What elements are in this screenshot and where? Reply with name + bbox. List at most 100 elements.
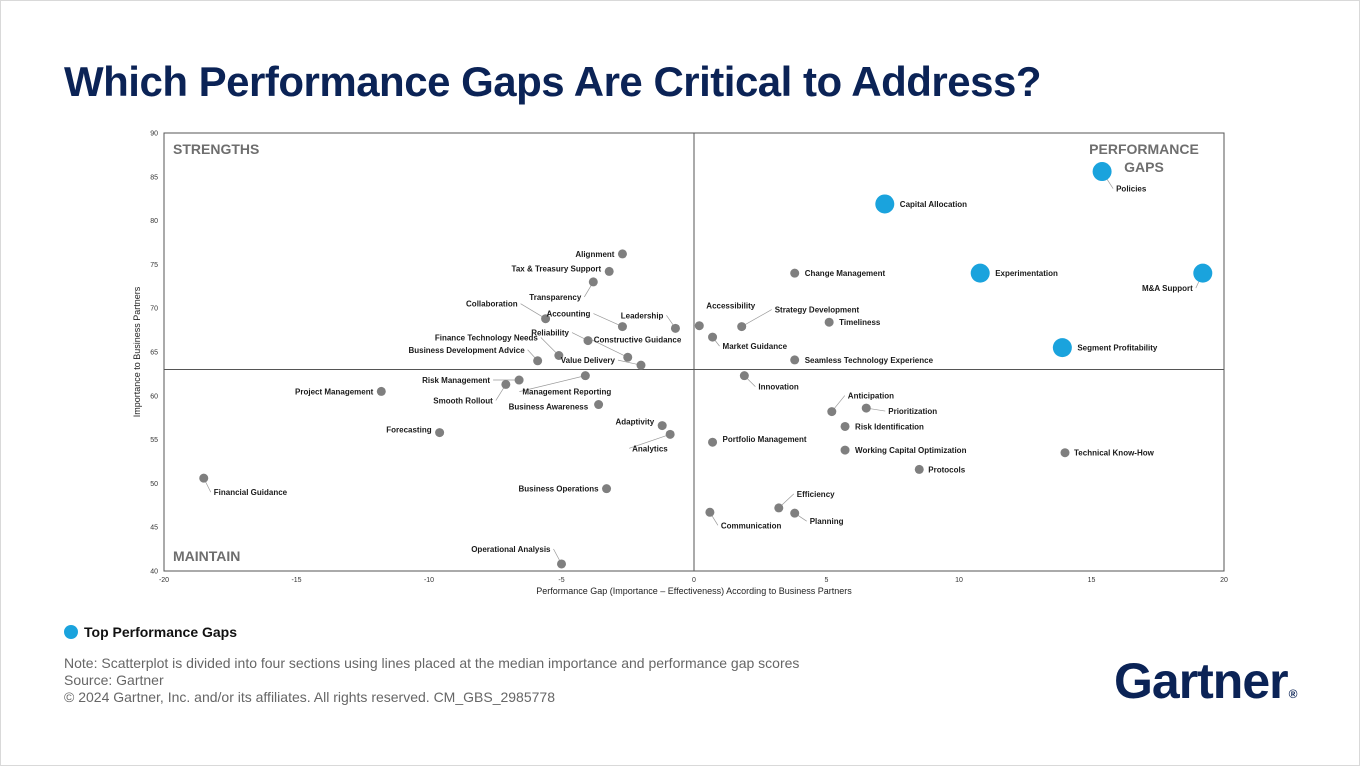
point-label: Experimentation: [995, 269, 1058, 278]
data-point: [1060, 448, 1070, 458]
point-label: Planning: [810, 517, 844, 526]
point-label: Efficiency: [797, 490, 835, 499]
point-label: Portfolio Management: [723, 435, 807, 444]
data-point: [533, 356, 543, 366]
data-point: [708, 332, 718, 342]
point-label: Constructive Guidance: [594, 335, 682, 344]
point-label: Analytics: [632, 444, 668, 453]
x-tick-label: -10: [424, 577, 434, 584]
y-tick-label: 70: [150, 306, 158, 313]
data-point: [617, 322, 627, 332]
point-label: Management Reporting: [522, 388, 611, 397]
data-point: [514, 375, 524, 385]
point-label: Business Awareness: [509, 403, 589, 412]
y-tick-label: 40: [150, 569, 158, 576]
data-point: [739, 371, 749, 381]
point-label: Collaboration: [466, 300, 518, 309]
data-point: [557, 559, 566, 569]
point-label: Timeliness: [839, 318, 881, 327]
point-label: Working Capital Optimization: [855, 446, 967, 455]
leader-line: [590, 338, 628, 358]
y-axis-label: Importance to Business Partners: [132, 286, 142, 417]
data-point: [554, 351, 564, 361]
point-label: Adaptivity: [616, 418, 655, 427]
y-tick-label: 90: [150, 131, 158, 138]
quadrant-label-maintain: MAINTAIN: [173, 548, 240, 564]
data-point: [623, 352, 633, 362]
point-label: Finance Technology Needs: [435, 334, 539, 343]
top-gap-point: [875, 194, 895, 214]
logo-wordmark: Gartner: [1114, 653, 1289, 709]
point-label: Market Guidance: [723, 342, 788, 351]
point-label: Strategy Development: [775, 306, 860, 315]
y-tick-label: 85: [150, 174, 158, 181]
x-axis-label: Performance Gap (Importance – Effectiven…: [536, 586, 852, 596]
legend-marker: [64, 625, 78, 639]
x-tick-label: 15: [1088, 577, 1096, 584]
data-point: [501, 379, 511, 389]
point-label: Seamless Technology Experience: [805, 356, 934, 365]
data-point: [541, 314, 551, 324]
x-tick-label: -5: [558, 577, 564, 584]
data-point: [604, 266, 614, 276]
data-point: [588, 277, 598, 287]
data-point: [861, 403, 871, 413]
x-tick-label: -15: [291, 577, 301, 584]
y-tick-label: 50: [150, 481, 158, 488]
y-tick-label: 75: [150, 262, 158, 269]
data-point: [580, 371, 590, 381]
data-point: [665, 429, 675, 439]
top-gap-point: [970, 263, 990, 283]
point-label: Business Operations: [519, 485, 600, 494]
point-label: Project Management: [295, 387, 374, 396]
data-point: [790, 355, 800, 365]
y-tick-label: 80: [150, 218, 158, 225]
data-point: [670, 323, 680, 333]
point-label: Forecasting: [386, 426, 431, 435]
x-tick-label: 5: [825, 577, 829, 584]
x-tick-label: 10: [955, 577, 963, 584]
copyright-text: © 2024 Gartner, Inc. and/or its affiliat…: [64, 689, 555, 705]
data-point: [790, 268, 800, 278]
point-label: Protocols: [928, 465, 965, 474]
leader-line: [520, 303, 546, 320]
point-label: M&A Support: [1142, 284, 1193, 293]
data-point: [636, 360, 646, 370]
point-label: Tax & Treasury Support: [512, 264, 602, 273]
point-label: Capital Allocation: [900, 200, 967, 209]
data-point: [376, 386, 386, 396]
page-title: Which Performance Gaps Are Critical to A…: [64, 58, 1041, 105]
data-point: [827, 407, 837, 417]
point-label: Segment Profitability: [1077, 344, 1158, 353]
gartner-logo: Gartner®: [1114, 652, 1297, 710]
point-label: Communication: [721, 521, 782, 530]
data-point: [705, 507, 715, 517]
data-point: [737, 322, 747, 332]
point-label: Innovation: [758, 383, 799, 392]
y-tick-label: 65: [150, 350, 158, 357]
y-tick-label: 60: [150, 393, 158, 400]
point-label: Accounting: [546, 310, 590, 319]
data-point: [435, 428, 445, 438]
leader-line: [519, 375, 586, 392]
note-text: Note: Scatterplot is divided into four s…: [64, 655, 800, 671]
point-label: Value Delivery: [561, 356, 616, 365]
top-gap-point: [1052, 338, 1072, 358]
y-tick-label: 45: [150, 525, 158, 532]
point-label: Policies: [1116, 185, 1147, 194]
quadrant-label-performance-gaps: PERFORMANCE: [1089, 141, 1199, 157]
data-point: [708, 437, 718, 447]
x-tick-label: 0: [692, 577, 696, 584]
data-point: [199, 473, 209, 483]
point-label: Smooth Rollout: [433, 396, 493, 405]
data-point: [774, 503, 784, 513]
leader-line: [629, 434, 671, 449]
x-tick-label: 20: [1220, 577, 1228, 584]
data-point: [840, 445, 850, 455]
data-point: [694, 321, 704, 331]
leader-line: [741, 309, 772, 327]
point-label: Transparency: [529, 293, 582, 302]
point-label: Financial Guidance: [214, 488, 288, 497]
data-point: [602, 484, 612, 494]
quadrant-label-strengths: STRENGTHS: [173, 141, 259, 157]
